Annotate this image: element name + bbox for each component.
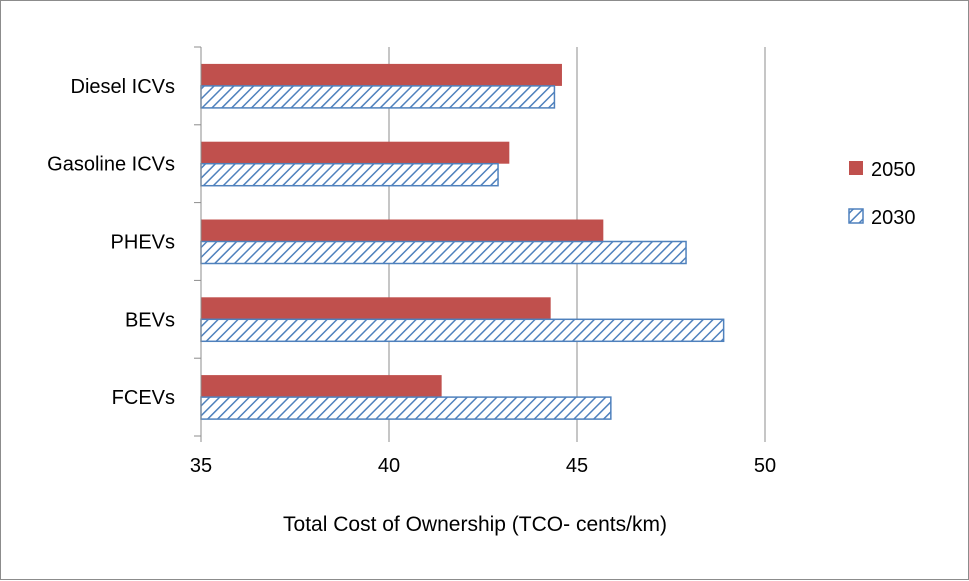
x-tick-label: 40	[378, 455, 400, 477]
bar-2030-bevs	[200, 318, 725, 343]
legend: 2050 2030	[848, 159, 916, 229]
legend-swatch-2030	[848, 208, 864, 224]
category-label: BEVs	[125, 309, 175, 331]
x-tick-label: 45	[566, 455, 588, 477]
bar-2050-phevs	[201, 219, 604, 242]
category-label: Gasoline ICVs	[47, 154, 175, 176]
legend-label-2030: 2030	[871, 207, 916, 229]
legend-label-2050: 2050	[871, 159, 916, 181]
bar-2050-fcevs	[201, 375, 442, 398]
bar-2030-diesel-icvs	[200, 85, 556, 109]
bar-2030-gasoline-icvs	[200, 162, 499, 187]
bar-2050-gasoline-icvs	[201, 141, 510, 164]
bar-2030-fcevs	[200, 396, 612, 420]
x-axis-title: Total Cost of Ownership (TCO- cents/km)	[283, 513, 667, 536]
category-label: Diesel ICVs	[71, 76, 175, 98]
x-tick-label: 35	[190, 455, 212, 477]
bar-2050-bevs	[201, 297, 551, 320]
bar-2030-phevs	[200, 240, 687, 265]
bars-layer	[200, 63, 725, 420]
legend-swatch-2050	[849, 161, 863, 175]
axis-layer	[194, 46, 766, 442]
x-tick-label: 50	[754, 455, 776, 477]
category-label: PHEVs	[111, 232, 175, 254]
category-label: FCEVs	[112, 387, 175, 409]
labels-layer: 35 40 45 50 Diesel ICVs Gasoline ICVs PHEVs BEV…	[47, 76, 776, 477]
bar-2050-diesel-icvs	[201, 63, 562, 86]
